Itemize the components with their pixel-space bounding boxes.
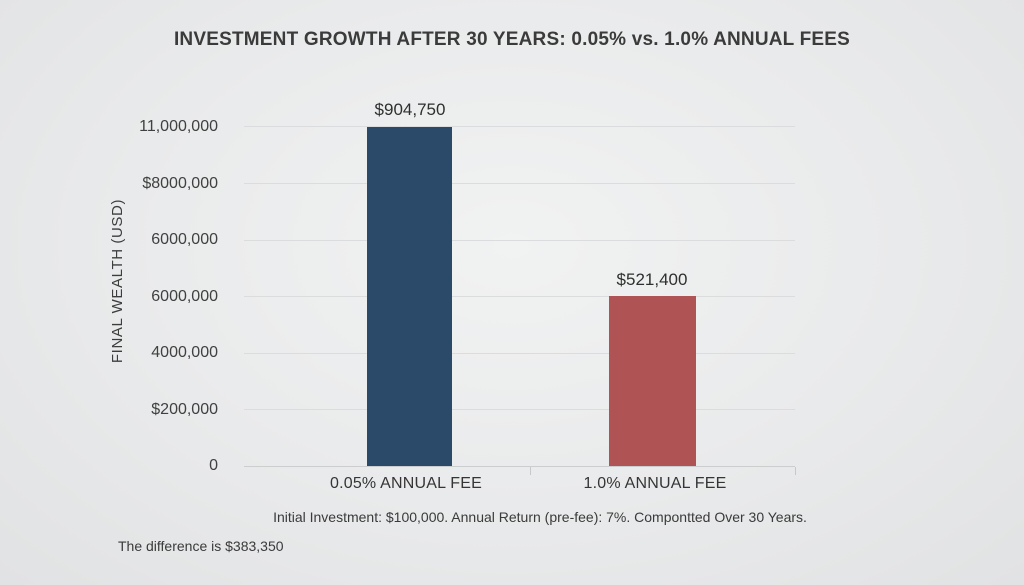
grid-line: [244, 409, 795, 410]
bar-value-label: $521,400: [616, 270, 688, 289]
grid-line: [244, 126, 795, 127]
y-tick-label: 6000,000: [151, 288, 218, 305]
bar-high-fee: [609, 296, 696, 466]
y-tick-label: 6000,000: [151, 231, 218, 248]
bar-low-fee: [367, 127, 452, 466]
x-axis-tick: [795, 467, 796, 475]
grid-line: [244, 353, 795, 354]
y-tick-label: $8000,000: [142, 175, 218, 192]
x-tick-label: 1.0% ANNUAL FEE: [583, 475, 727, 492]
grid-line: [244, 296, 795, 297]
y-tick-label: $200,000: [151, 401, 218, 418]
bar-value-label: $904,750: [374, 100, 446, 119]
x-axis-line: [244, 466, 795, 467]
chart-title: INVESTMENT GROWTH AFTER 30 YEARS: 0.05% …: [173, 29, 851, 50]
y-tick-label: 4000,000: [151, 344, 218, 361]
y-tick-label: 11,000,000: [139, 118, 218, 135]
difference-note: The difference is $383,350: [118, 538, 284, 554]
y-tick-label: 0: [209, 457, 218, 474]
chart-caption: Initial Investment: $100,000. Annual Ret…: [273, 509, 807, 525]
grid-line: [244, 183, 795, 184]
x-tick-label: 0.05% ANNUAL FEE: [329, 475, 482, 492]
x-axis-tick: [530, 467, 531, 475]
grid-line: [244, 240, 795, 241]
